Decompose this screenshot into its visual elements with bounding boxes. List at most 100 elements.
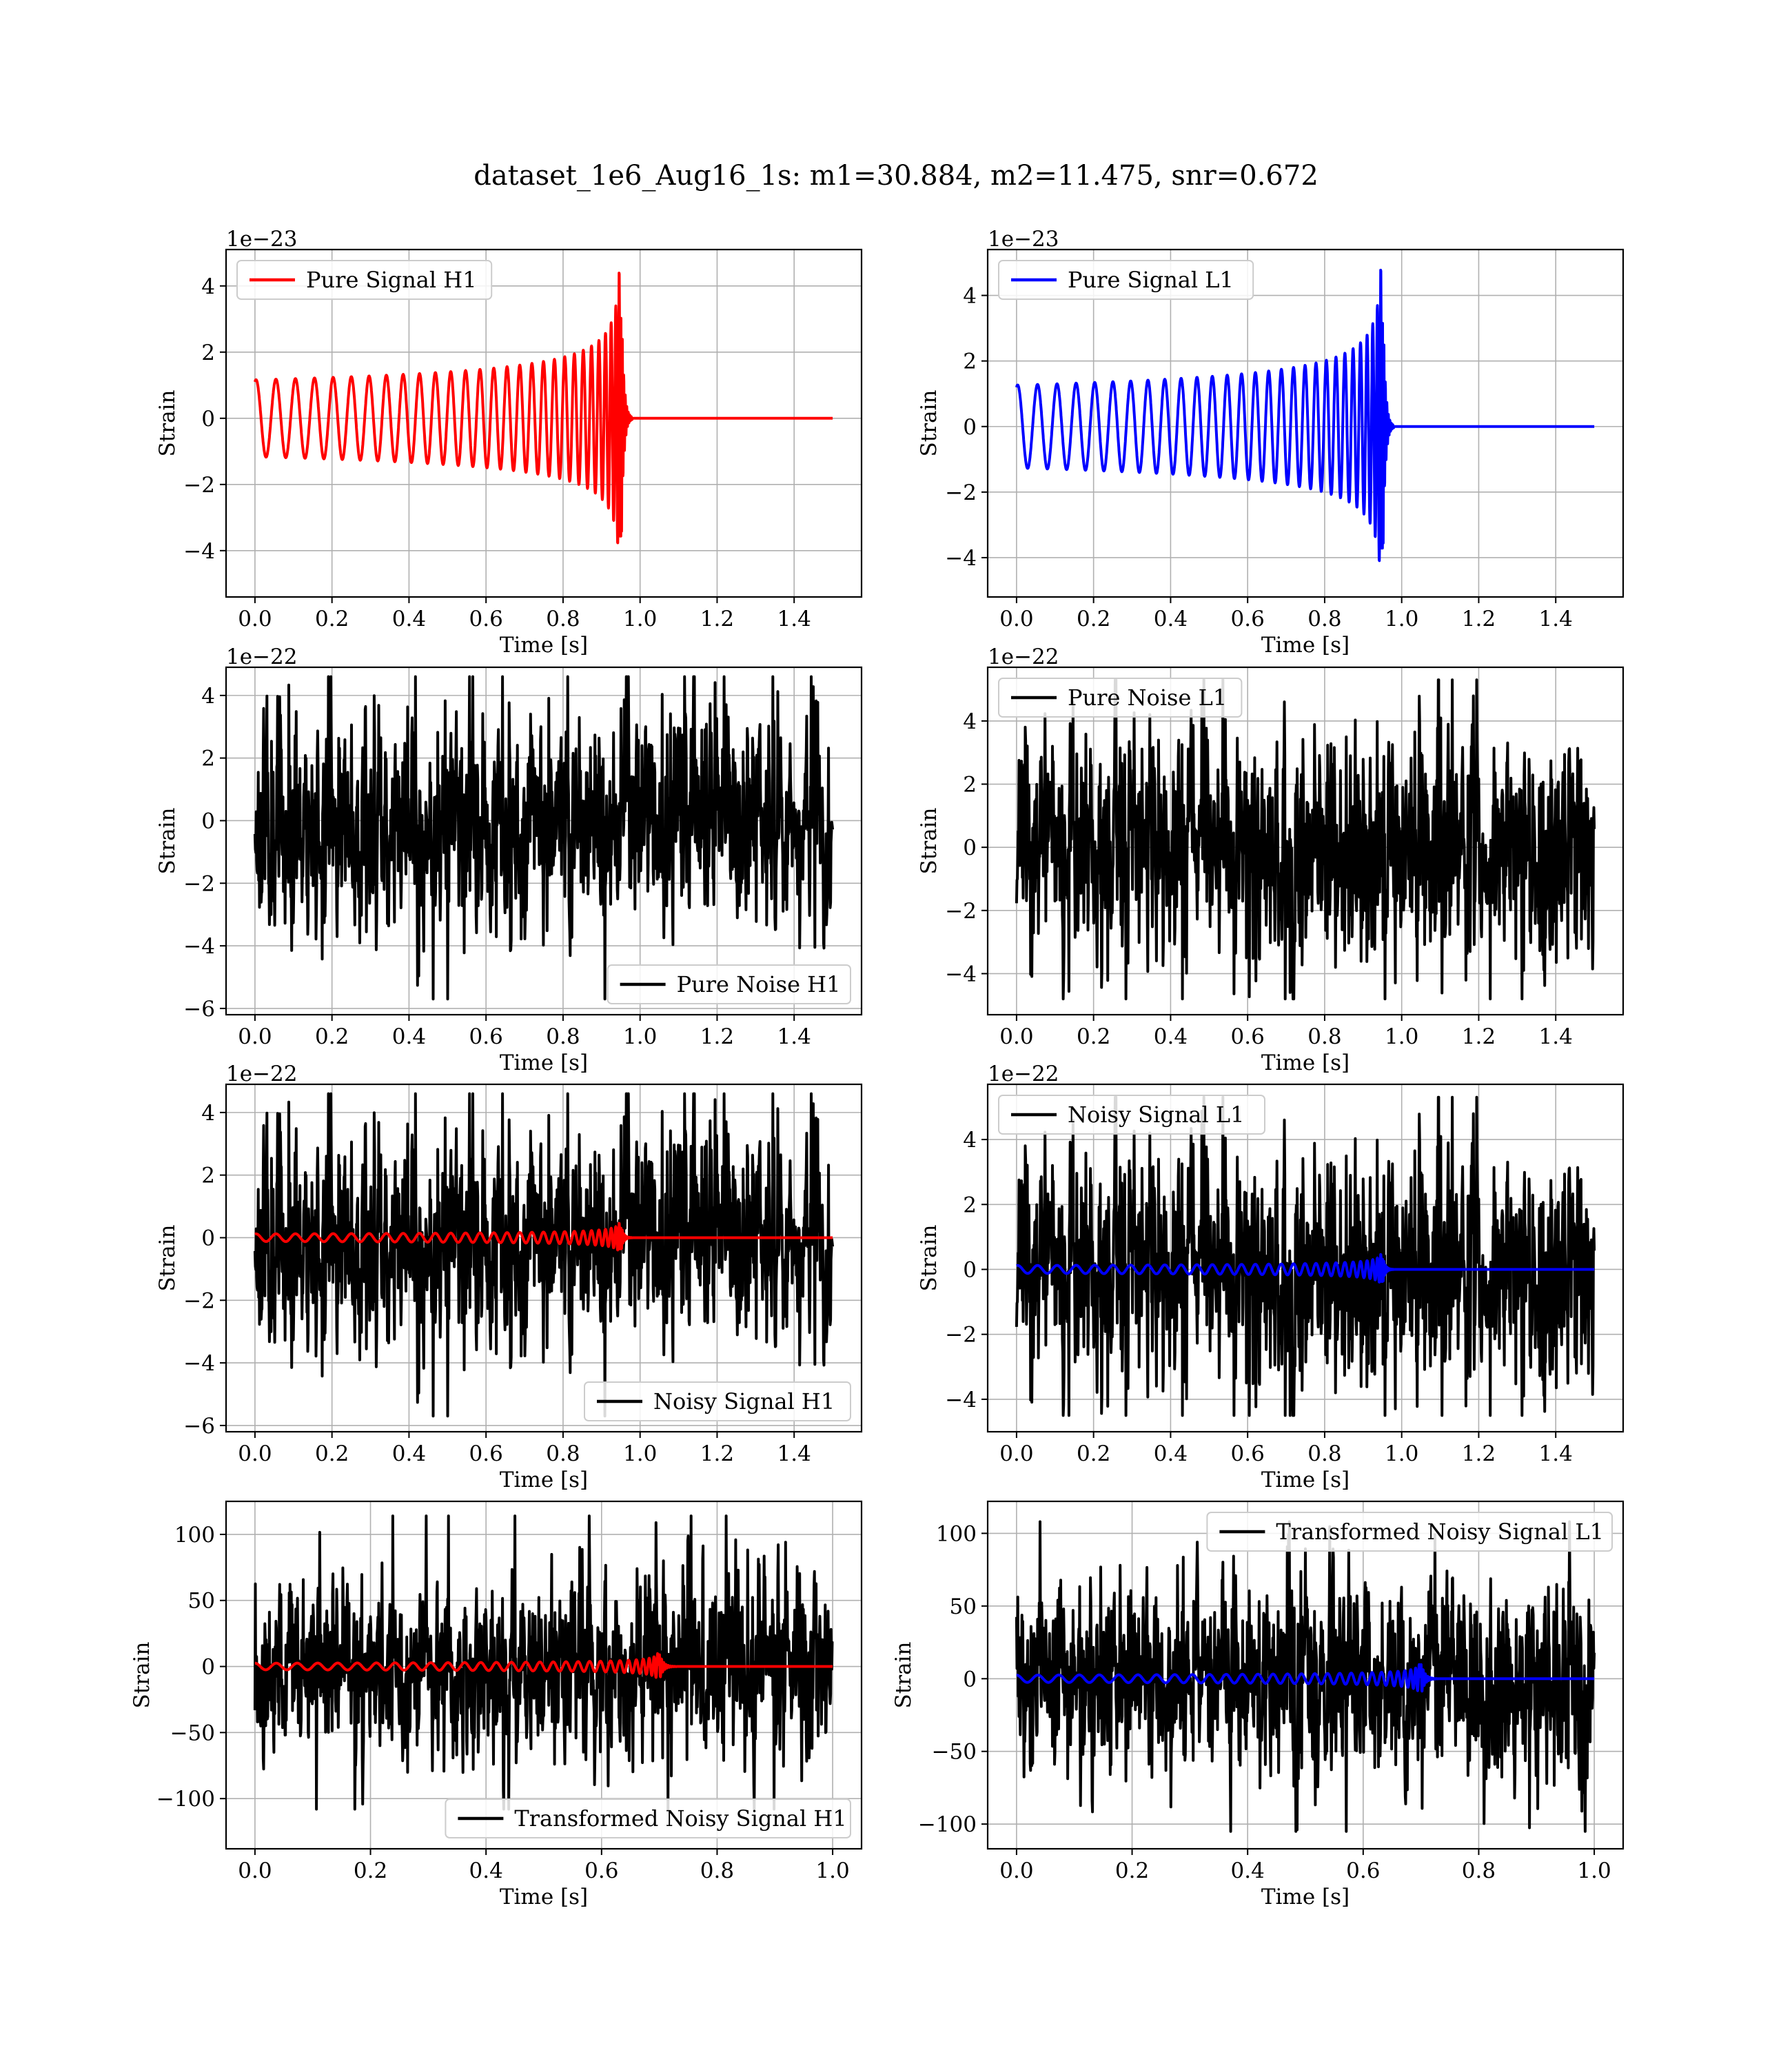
x-tick-label: 0.0 xyxy=(999,1441,1033,1466)
plot-frame xyxy=(986,666,1625,1016)
y-tick-label: 100 xyxy=(936,1521,977,1546)
x-tick-label: 1.2 xyxy=(700,1441,734,1466)
y-tick-label: −2 xyxy=(183,871,215,896)
x-tick-label: 0.8 xyxy=(1307,1024,1341,1049)
x-tick-label: 1.0 xyxy=(623,607,657,631)
signal-line-noisy-signal-h1 xyxy=(254,1221,834,1252)
axis-offset-text: 1e−23 xyxy=(226,227,298,252)
series-group xyxy=(253,1092,835,1418)
axis-offset-text: 1e−22 xyxy=(226,645,298,669)
legend-label: Transformed Noisy Signal L1 xyxy=(1276,1519,1604,1545)
x-tick-label: 0.0 xyxy=(238,607,272,631)
x-axis-label: Time [s] xyxy=(1261,1051,1350,1075)
plot-frame xyxy=(986,1083,1625,1433)
y-tick-label: 0 xyxy=(963,415,977,440)
legend: Noisy Signal H1 xyxy=(584,1381,851,1421)
y-tick-label: −2 xyxy=(183,473,215,498)
x-tick-label: 0.2 xyxy=(1115,1858,1149,1883)
x-axis-label: Time [s] xyxy=(1261,1468,1350,1492)
y-tick-label: 50 xyxy=(950,1594,977,1619)
figure-title: dataset_1e6_Aug16_1s: m1=30.884, m2=11.4… xyxy=(474,160,1318,192)
series-group xyxy=(253,1514,834,1811)
y-tick-label: −2 xyxy=(945,1323,977,1348)
legend-label: Pure Noise H1 xyxy=(677,971,841,997)
y-axis-label: Strain xyxy=(155,1225,180,1292)
series-group xyxy=(253,272,834,545)
axis-offset-text: 1e−22 xyxy=(988,645,1059,669)
y-tick-label: 2 xyxy=(201,747,215,771)
x-tick-label: 0.6 xyxy=(1231,1441,1265,1466)
y-tick-label: −100 xyxy=(918,1812,977,1837)
signal-line-pure-signal-h1 xyxy=(253,272,834,545)
y-axis-label: Strain xyxy=(891,1642,916,1709)
x-tick-label: 0.4 xyxy=(392,1024,426,1049)
x-tick-label: 1.0 xyxy=(1577,1858,1611,1883)
x-tick-label: 1.2 xyxy=(700,1024,734,1049)
x-tick-label: 0.8 xyxy=(546,1024,580,1049)
x-axis-label: Time [s] xyxy=(500,633,588,658)
y-tick-label: −4 xyxy=(183,934,215,959)
x-tick-label: 1.0 xyxy=(1385,607,1418,631)
x-tick-label: 1.2 xyxy=(1462,1441,1496,1466)
series-group xyxy=(1015,1095,1596,1417)
x-tick-label: 1.4 xyxy=(777,607,811,631)
y-tick-label: −100 xyxy=(156,1787,215,1812)
y-tick-label: 2 xyxy=(201,1164,215,1188)
x-tick-label: 0.4 xyxy=(1231,1858,1265,1883)
subplot-transformed-noisy-signal-l1: 0.0 0.2 0.4 0.6 0.8 1.0 −100 −50 0 50 100 Time [s] S… xyxy=(891,1500,1625,1909)
y-tick-label: −6 xyxy=(183,1414,215,1439)
y-tick-label: 0 xyxy=(963,835,977,860)
y-tick-label: 2 xyxy=(963,1193,977,1217)
noise-line-noisy-signal-l1 xyxy=(1015,1095,1596,1417)
x-tick-label: 0.4 xyxy=(1154,1024,1188,1049)
x-tick-label: 1.0 xyxy=(1385,1441,1418,1466)
x-tick-label: 0.6 xyxy=(469,1441,503,1466)
legend-box xyxy=(998,260,1254,300)
x-tick-label: 1.4 xyxy=(777,1024,811,1049)
plot-frame xyxy=(225,248,863,598)
y-tick-label: 50 xyxy=(188,1589,215,1614)
y-tick-label: −50 xyxy=(170,1721,215,1745)
x-tick-label: 1.4 xyxy=(1539,1441,1573,1466)
x-axis-label: Time [s] xyxy=(500,1051,588,1075)
noise-line-noisy-signal-h1 xyxy=(253,1092,835,1418)
legend-box xyxy=(445,1798,851,1838)
signal-line-transformed-noisy-signal-h1 xyxy=(254,1652,834,1679)
y-axis-label: Strain xyxy=(155,390,180,457)
x-tick-label: 1.2 xyxy=(700,607,734,631)
y-tick-label: 0 xyxy=(963,1257,977,1282)
x-tick-label: 0.8 xyxy=(1307,1441,1341,1466)
y-axis-label: Strain xyxy=(917,390,941,457)
x-tick-label: 1.0 xyxy=(1385,1024,1418,1049)
legend-label: Transformed Noisy Signal H1 xyxy=(514,1805,846,1832)
y-tick-label: 4 xyxy=(201,684,215,709)
plot-frame xyxy=(225,666,863,1016)
legend: Pure Noise H1 xyxy=(607,964,851,1004)
x-tick-label: 0.8 xyxy=(700,1858,734,1883)
x-tick-label: 0.4 xyxy=(392,607,426,631)
x-axis-label: Time [s] xyxy=(500,1468,588,1492)
series-group xyxy=(1015,268,1596,562)
x-tick-label: 0.4 xyxy=(392,1441,426,1466)
y-tick-label: 4 xyxy=(201,274,215,299)
y-tick-label: 100 xyxy=(174,1523,215,1548)
subplot-noisy-signal-h1: 0.0 0.2 0.4 0.6 0.8 1.0 1.2 1.4 −6 −4 −2 0 2 4 Time [s… xyxy=(155,1062,863,1492)
y-tick-label: −2 xyxy=(183,1288,215,1313)
x-tick-label: 1.4 xyxy=(1539,607,1573,631)
plot-frame xyxy=(225,1500,863,1850)
x-tick-label: 0.4 xyxy=(1154,607,1188,631)
legend: Noisy Signal L1 xyxy=(998,1095,1265,1135)
x-tick-label: 0.0 xyxy=(999,1858,1033,1883)
x-tick-label: 0.4 xyxy=(469,1858,503,1883)
x-tick-label: 0.6 xyxy=(469,1024,503,1049)
subplot-pure-signal-l1: 0.0 0.2 0.4 0.6 0.8 1.0 1.2 1.4 −4 −2 0 2 4 Time [s] S… xyxy=(917,227,1625,658)
x-tick-label: 1.0 xyxy=(623,1024,657,1049)
x-tick-label: 1.4 xyxy=(1539,1024,1573,1049)
x-tick-label: 0.6 xyxy=(469,607,503,631)
subplot-pure-noise-h1: 0.0 0.2 0.4 0.6 0.8 1.0 1.2 1.4 −6 −4 −2 0 2 4 Time [s… xyxy=(155,645,863,1075)
x-axis-label: Time [s] xyxy=(1261,633,1350,658)
x-tick-label: 0.2 xyxy=(1077,1441,1110,1466)
x-tick-label: 0.2 xyxy=(315,1441,349,1466)
y-axis-label: Strain xyxy=(917,1225,941,1292)
legend-box xyxy=(998,678,1243,718)
